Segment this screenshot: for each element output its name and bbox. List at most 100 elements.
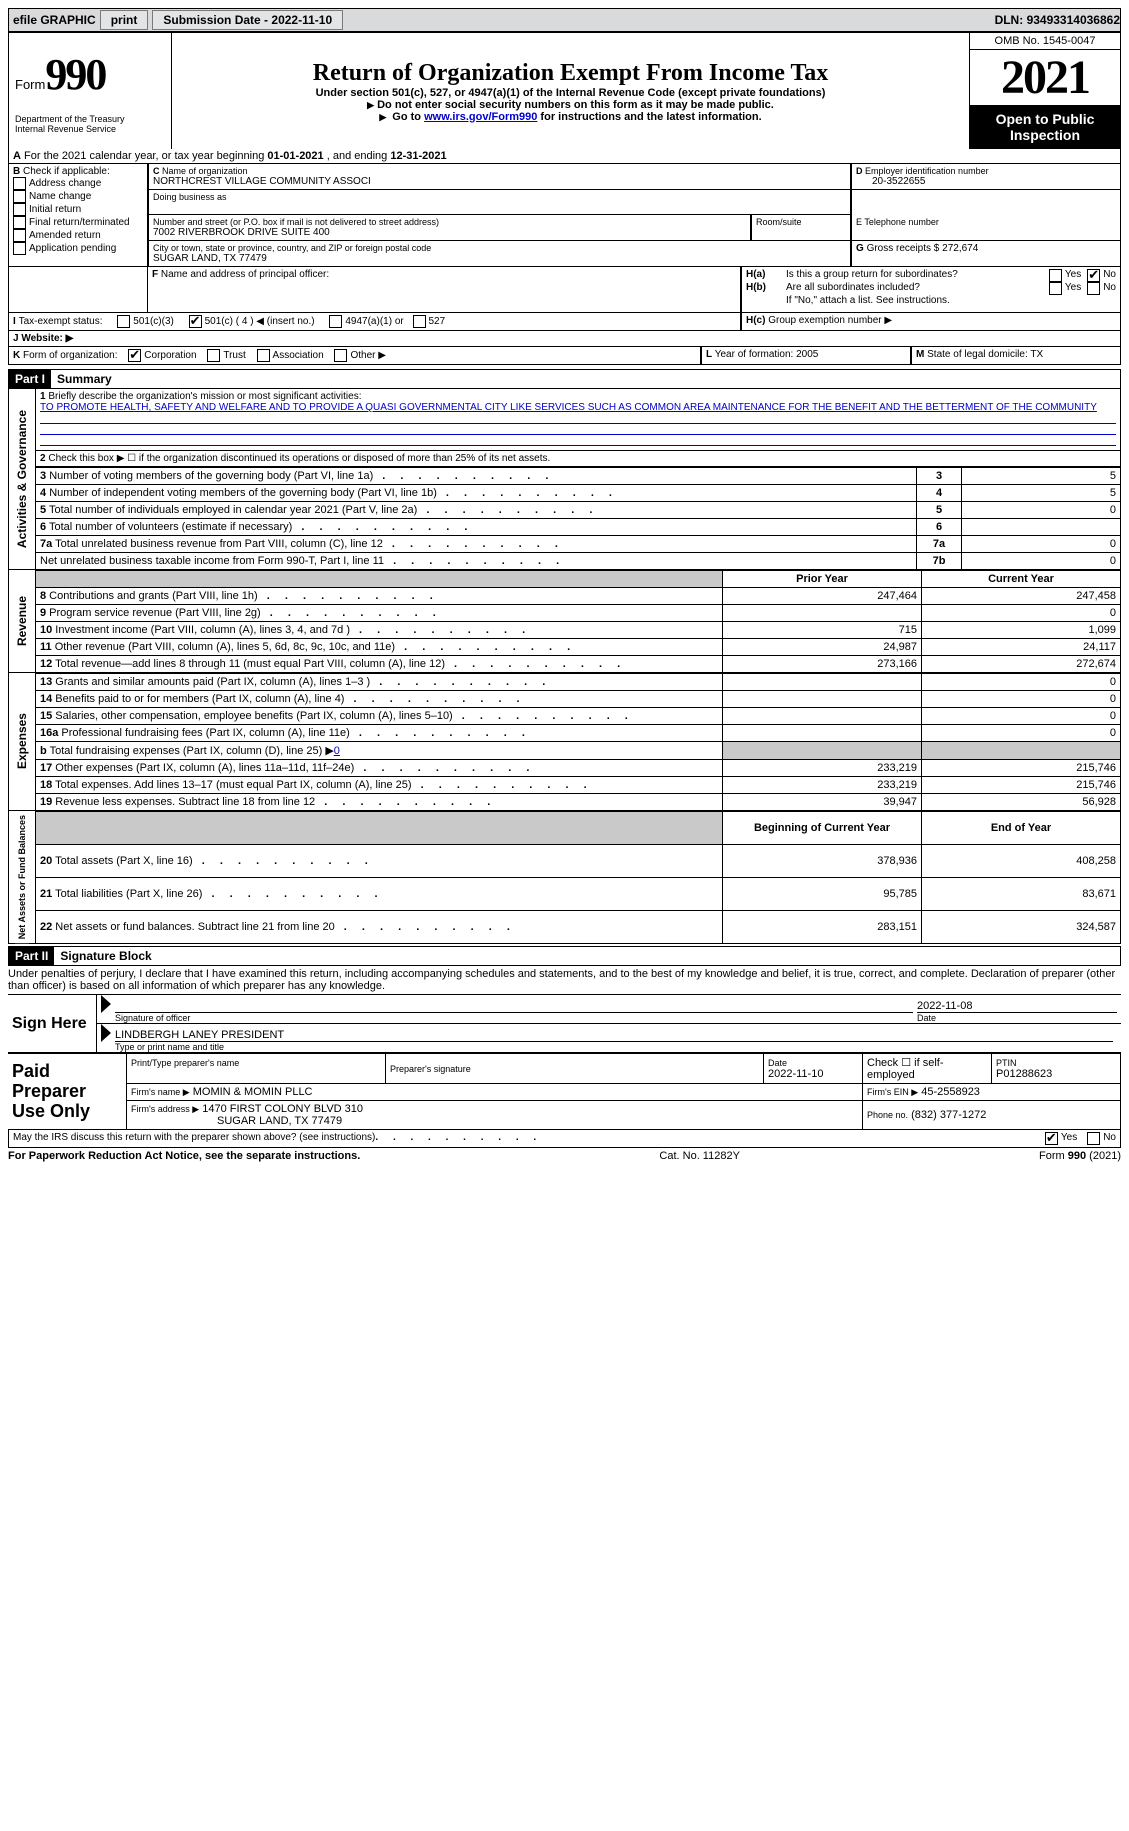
org-name: NORTHCREST VILLAGE COMMUNITY ASSOCI xyxy=(153,176,846,187)
summary-row: 19 Revenue less expenses. Subtract line … xyxy=(36,794,1121,811)
summary-row: 18 Total expenses. Add lines 13–17 (must… xyxy=(36,777,1121,794)
open-to-public: Open to Public Inspection xyxy=(970,105,1120,149)
hb-no-checkbox[interactable] xyxy=(1087,282,1100,295)
side-label-expenses: Expenses xyxy=(13,709,31,773)
summary-row: 6 Total number of volunteers (estimate i… xyxy=(36,519,1121,536)
form-header: Form990 Department of the Treasury Inter… xyxy=(8,32,1121,149)
part-1-body: Activities & Governance 1 Briefly descri… xyxy=(8,389,1121,570)
summary-row: 16a Professional fundraising fees (Part … xyxy=(36,725,1121,742)
subtitle-1: Under section 501(c), 527, or 4947(a)(1)… xyxy=(178,87,963,99)
paid-preparer-block: Paid Preparer Use Only Print/Type prepar… xyxy=(8,1053,1121,1130)
501c3-checkbox[interactable] xyxy=(117,315,130,328)
discuss-yes-checkbox[interactable] xyxy=(1045,1132,1058,1145)
b-option-checkbox[interactable] xyxy=(13,216,26,229)
ha-yes-checkbox[interactable] xyxy=(1049,269,1062,282)
corp-checkbox[interactable] xyxy=(128,349,141,362)
subtitle-2: Do not enter social security numbers on … xyxy=(178,99,963,111)
omb-number: OMB No. 1545-0047 xyxy=(970,33,1120,50)
other-checkbox[interactable] xyxy=(334,349,347,362)
firm-address-1: 1470 FIRST COLONY BLVD 310 xyxy=(202,1103,363,1115)
dln: DLN: 93493314036862 xyxy=(995,13,1120,27)
501c-checkbox[interactable] xyxy=(189,315,202,328)
officer-group-block: F Name and address of principal officer:… xyxy=(8,267,1121,313)
summary-row: 17 Other expenses (Part IX, column (A), … xyxy=(36,760,1121,777)
street: 7002 RIVERBROOK DRIVE SUITE 400 xyxy=(153,227,746,238)
summary-row: 8 Contributions and grants (Part VIII, l… xyxy=(36,588,1121,605)
summary-row: 15 Salaries, other compensation, employe… xyxy=(36,708,1121,725)
signature-block: Sign Here 2022-11-08 Signature of office… xyxy=(8,994,1121,1053)
ha-no-checkbox[interactable] xyxy=(1087,269,1100,282)
hb-yes-checkbox[interactable] xyxy=(1049,282,1062,295)
trust-checkbox[interactable] xyxy=(207,349,220,362)
firm-ein: 45-2558923 xyxy=(921,1086,980,1098)
summary-row: b Total fundraising expenses (Part IX, c… xyxy=(36,742,1121,760)
klm-block: K Form of organization: Corporation Trus… xyxy=(8,347,1121,365)
summary-row: 13 Grants and similar amounts paid (Part… xyxy=(36,674,1121,691)
side-label-revenue: Revenue xyxy=(13,592,31,650)
summary-row: 21 Total liabilities (Part X, line 26) 9… xyxy=(36,878,1121,911)
4947-checkbox[interactable] xyxy=(329,315,342,328)
assoc-checkbox[interactable] xyxy=(257,349,270,362)
discuss-no-checkbox[interactable] xyxy=(1087,1132,1100,1145)
b-option-checkbox[interactable] xyxy=(13,203,26,216)
submission-date-box: Submission Date - 2022-11-10 xyxy=(152,10,343,30)
phone-label: E Telephone number xyxy=(856,217,1116,227)
part-2-header: Part II Signature Block xyxy=(8,946,1121,966)
summary-row: 22 Net assets or fund balances. Subtract… xyxy=(36,911,1121,944)
summary-row: 9 Program service revenue (Part VIII, li… xyxy=(36,605,1121,622)
subtitle-3: Go to www.irs.gov/Form990 for instructio… xyxy=(178,111,963,123)
tax-year: 2021 xyxy=(970,50,1120,105)
summary-row: 11 Other revenue (Part VIII, column (A),… xyxy=(36,639,1121,656)
firm-phone: (832) 377-1272 xyxy=(911,1109,986,1121)
signature-arrow-icon xyxy=(101,995,111,1013)
state-domicile: TX xyxy=(1030,349,1043,360)
city: SUGAR LAND, TX 77479 xyxy=(153,253,846,264)
tax-status-block: I Tax-exempt status: 501(c)(3) 501(c) ( … xyxy=(8,313,1121,331)
summary-row: 3 Number of voting members of the govern… xyxy=(36,468,1121,485)
b-option-checkbox[interactable] xyxy=(13,190,26,203)
ptin: P01288623 xyxy=(996,1068,1116,1080)
b-option-checkbox[interactable] xyxy=(13,229,26,242)
ein: 20-3522655 xyxy=(856,176,1116,187)
summary-row: 10 Investment income (Part VIII, column … xyxy=(36,622,1121,639)
identity-block: B Check if applicable: Address changeNam… xyxy=(8,164,1121,267)
dept-treasury: Department of the Treasury xyxy=(15,114,165,124)
b-option-checkbox[interactable] xyxy=(13,177,26,190)
discuss-question: May the IRS discuss this return with the… xyxy=(13,1132,375,1145)
summary-row: 14 Benefits paid to or for members (Part… xyxy=(36,691,1121,708)
self-employed-check: Check ☐ if self-employed xyxy=(863,1054,992,1084)
mission-text: TO PROMOTE HEALTH, SAFETY AND WELFARE AN… xyxy=(40,402,1097,413)
summary-row: 5 Total number of individuals employed i… xyxy=(36,502,1121,519)
page-footer: For Paperwork Reduction Act Notice, see … xyxy=(8,1150,1121,1162)
irs-link[interactable]: www.irs.gov/Form990 xyxy=(424,111,537,123)
527-checkbox[interactable] xyxy=(413,315,426,328)
line-a: A For the 2021 calendar year, or tax yea… xyxy=(8,149,1121,164)
top-toolbar: efile GRAPHIC print Submission Date - 20… xyxy=(8,8,1121,32)
part-1-header: Part I Summary xyxy=(8,369,1121,389)
efile-label: efile GRAPHIC xyxy=(13,13,96,27)
signature-arrow-icon xyxy=(101,1024,111,1042)
preparer-date: 2022-11-10 xyxy=(768,1068,858,1080)
officer-sign-date: 2022-11-08 xyxy=(917,1000,1117,1013)
firm-address-2: SUGAR LAND, TX 77479 xyxy=(131,1115,342,1127)
sign-here-label: Sign Here xyxy=(8,995,97,1053)
summary-row: 12 Total revenue—add lines 8 through 11 … xyxy=(36,656,1121,673)
side-label-netassets: Net Assets or Fund Balances xyxy=(15,811,29,943)
paid-preparer-label: Paid Preparer Use Only xyxy=(8,1054,127,1130)
form-number: Form990 xyxy=(15,49,165,100)
website-label: Website: ▶ xyxy=(21,333,73,344)
officer-name: LINDBERGH LANEY PRESIDENT xyxy=(115,1029,1113,1042)
summary-row: 4 Number of independent voting members o… xyxy=(36,485,1121,502)
dba-label: Doing business as xyxy=(153,192,846,202)
side-label-governance: Activities & Governance xyxy=(13,406,31,552)
year-formation: 2005 xyxy=(796,349,818,360)
firm-name: MOMIN & MOMIN PLLC xyxy=(193,1086,313,1098)
print-button[interactable]: print xyxy=(100,10,149,30)
gross-receipts: 272,674 xyxy=(942,243,978,254)
irs-label: Internal Revenue Service xyxy=(15,124,165,134)
summary-row: Net unrelated business taxable income fr… xyxy=(36,553,1121,570)
b-option-checkbox[interactable] xyxy=(13,242,26,255)
form-title: Return of Organization Exempt From Incom… xyxy=(178,60,963,87)
perjury-declaration: Under penalties of perjury, I declare th… xyxy=(8,966,1121,994)
summary-row: 7a Total unrelated business revenue from… xyxy=(36,536,1121,553)
